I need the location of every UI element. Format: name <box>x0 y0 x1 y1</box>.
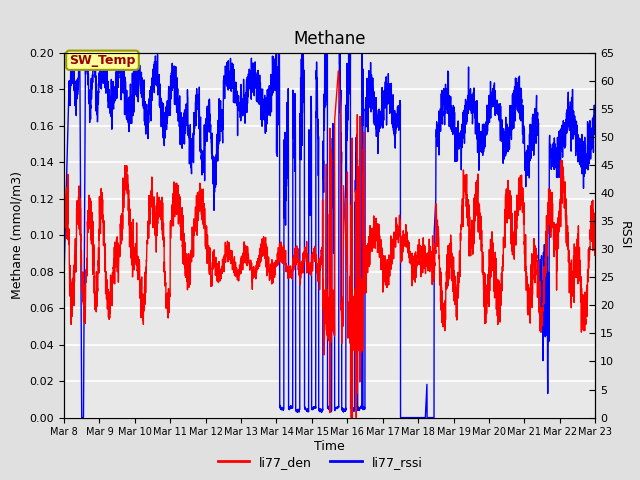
X-axis label: Time: Time <box>314 440 345 453</box>
Y-axis label: RSSI: RSSI <box>618 221 631 250</box>
Text: SW_Temp: SW_Temp <box>69 54 136 67</box>
Y-axis label: Methane (mmol/m3): Methane (mmol/m3) <box>11 171 24 299</box>
Title: Methane: Methane <box>293 30 366 48</box>
Legend: li77_den, li77_rssi: li77_den, li77_rssi <box>212 451 428 474</box>
